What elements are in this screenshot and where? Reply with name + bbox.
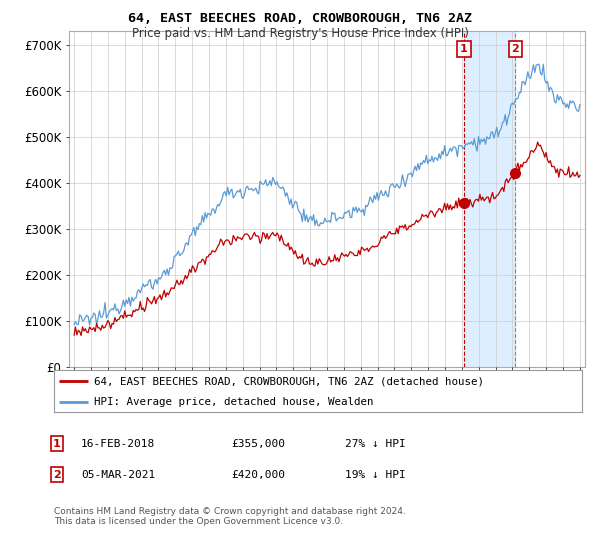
Text: £420,000: £420,000 [231,470,285,480]
Text: HPI: Average price, detached house, Wealden: HPI: Average price, detached house, Weal… [94,398,373,407]
Text: 27% ↓ HPI: 27% ↓ HPI [345,438,406,449]
Text: £355,000: £355,000 [231,438,285,449]
Text: 19% ↓ HPI: 19% ↓ HPI [345,470,406,480]
Text: 1: 1 [53,438,61,449]
Text: 2: 2 [511,44,519,54]
Text: Contains HM Land Registry data © Crown copyright and database right 2024.
This d: Contains HM Land Registry data © Crown c… [54,507,406,526]
Text: Price paid vs. HM Land Registry's House Price Index (HPI): Price paid vs. HM Land Registry's House … [131,27,469,40]
Text: 2: 2 [53,470,61,480]
Text: 05-MAR-2021: 05-MAR-2021 [81,470,155,480]
Text: 64, EAST BEECHES ROAD, CROWBOROUGH, TN6 2AZ (detached house): 64, EAST BEECHES ROAD, CROWBOROUGH, TN6 … [94,376,484,386]
Bar [464,31,515,367]
Text: 1: 1 [460,44,468,54]
Text: 64, EAST BEECHES ROAD, CROWBOROUGH, TN6 2AZ: 64, EAST BEECHES ROAD, CROWBOROUGH, TN6 … [128,12,472,25]
Text: 16-FEB-2018: 16-FEB-2018 [81,438,155,449]
